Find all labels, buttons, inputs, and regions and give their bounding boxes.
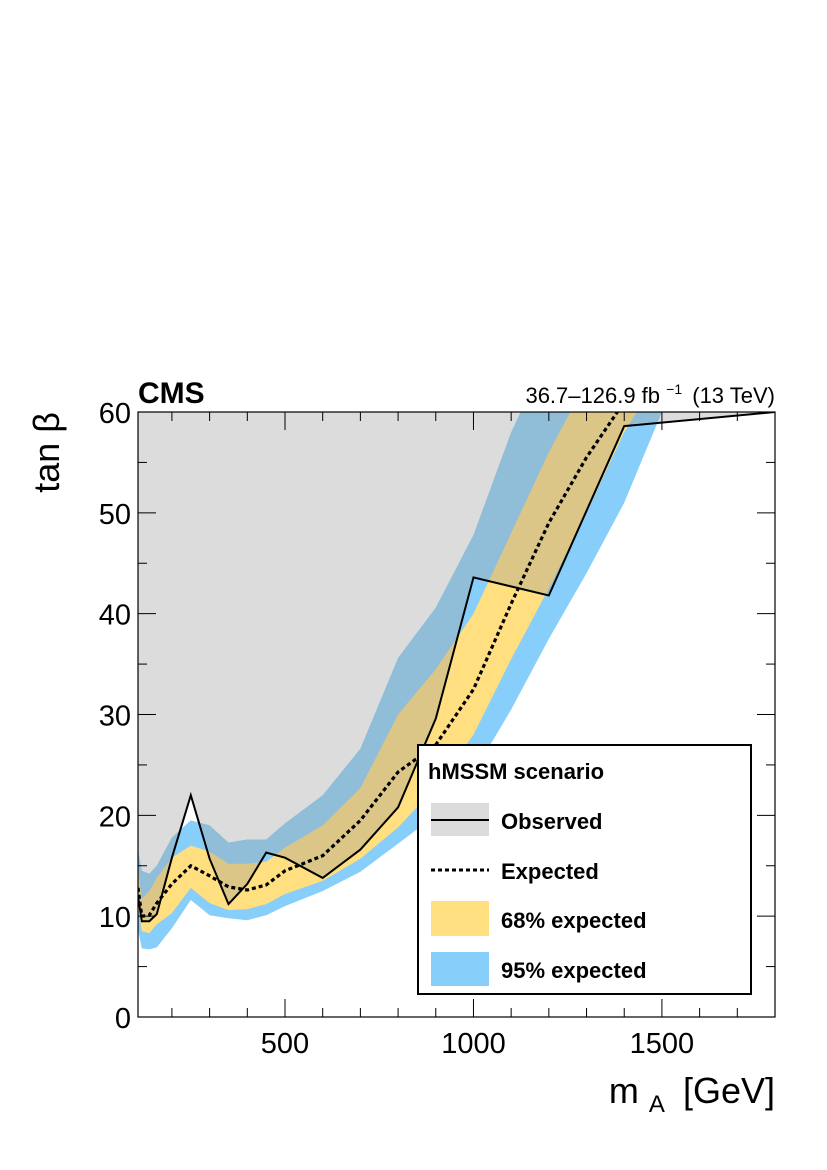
plot-regions — [138, 412, 775, 950]
y-tick-label: 0 — [115, 1003, 131, 1035]
energy-label: (13 TeV) — [692, 383, 775, 408]
luminosity-value: 36.7–126.9 fb — [525, 383, 660, 408]
experiment-label: CMS — [138, 377, 205, 410]
x-tick-label: 500 — [261, 1028, 309, 1060]
axis-ticks — [138, 411, 775, 1018]
legend-entry-expected: Expected — [431, 859, 599, 884]
x-axis-unit: [GeV] — [683, 1070, 775, 1111]
legend-label-expected: Expected — [501, 859, 599, 884]
y-tick-label: 60 — [99, 398, 131, 430]
legend-label-95: 95% expected — [501, 958, 647, 983]
legend-entry-68: 68% expected — [431, 901, 647, 936]
legend-entry-observed: Observed — [431, 803, 603, 836]
legend-label-observed: Observed — [501, 809, 603, 834]
y-tick-label: 40 — [99, 600, 131, 632]
y-axis-title: tan β — [26, 412, 67, 493]
y-tick-label: 30 — [99, 701, 131, 733]
y-tick-label: 50 — [99, 499, 131, 531]
y-tick-label: 20 — [99, 801, 131, 833]
x-axis-symbol: m — [609, 1070, 639, 1111]
x-axis-title: m A [GeV] — [609, 1070, 775, 1120]
observed-line — [138, 412, 775, 923]
legend: hMSSM scenario Observed Expected 68% exp… — [417, 744, 752, 995]
y-tick-label: 10 — [99, 902, 131, 934]
x-tick-label: 1500 — [630, 1028, 695, 1060]
legend-label-68: 68% expected — [501, 908, 647, 933]
excluded-region — [138, 412, 775, 922]
legend-entry-95: 95% expected — [431, 952, 647, 986]
x-axis-subscript: A — [649, 1091, 665, 1118]
legend-swatch-68 — [431, 901, 489, 936]
x-tick-label: 1000 — [441, 1028, 506, 1060]
legend-title: hMSSM scenario — [428, 759, 604, 784]
legend-swatch-95 — [431, 952, 489, 986]
luminosity-label: 36.7–126.9 fb −1 (13 TeV) — [525, 374, 775, 408]
axis-tick-labels: 500 1000 1500 0 10 20 30 40 50 60 — [99, 398, 694, 1060]
luminosity-exponent: −1 — [666, 381, 682, 397]
